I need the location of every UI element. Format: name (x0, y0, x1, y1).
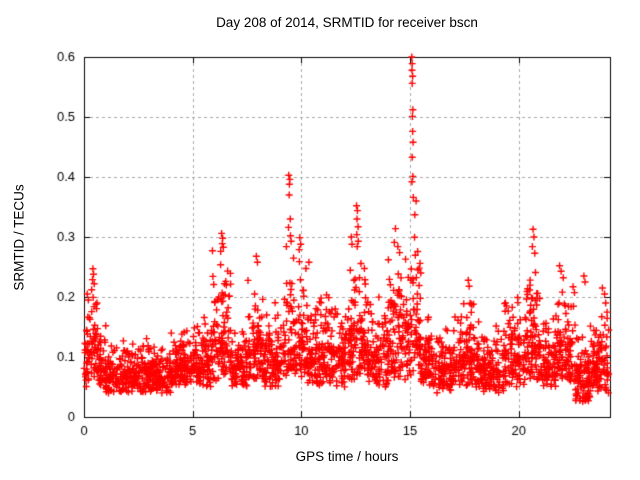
y-axis-label: SRMTID / TECUs (11, 184, 27, 291)
x-axis-label: GPS time / hours (295, 449, 399, 464)
chart-title: Day 208 of 2014, SRMTID for receiver bsc… (216, 15, 478, 30)
